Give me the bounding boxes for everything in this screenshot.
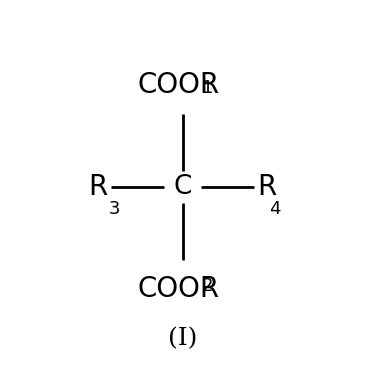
Text: C: C	[173, 174, 192, 200]
Text: COOR: COOR	[138, 71, 220, 99]
Text: (I): (I)	[168, 327, 197, 350]
Text: COOR: COOR	[138, 275, 220, 303]
Text: R: R	[257, 173, 277, 201]
Text: R: R	[88, 173, 108, 201]
Text: 4: 4	[269, 200, 281, 218]
Text: 3: 3	[108, 200, 120, 218]
Text: 2: 2	[202, 277, 214, 295]
Text: 1: 1	[202, 79, 213, 97]
